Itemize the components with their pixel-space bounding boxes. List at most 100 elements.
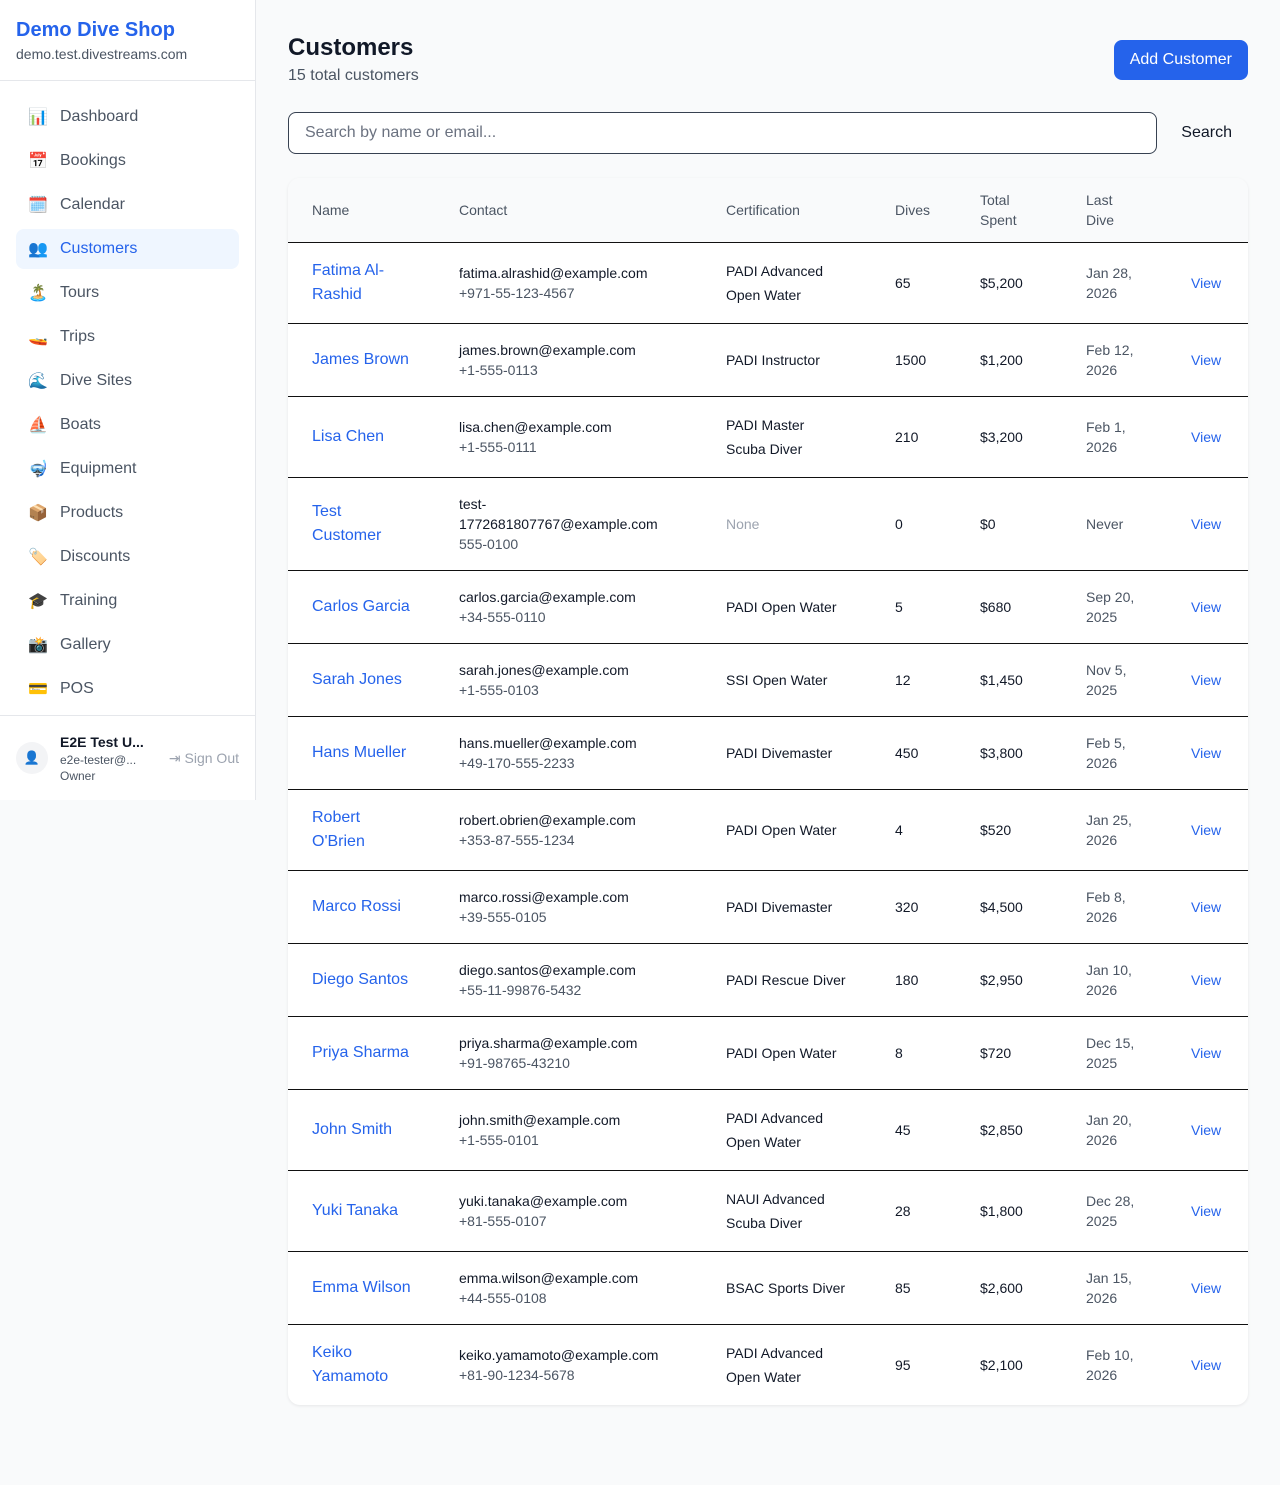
view-link[interactable]: View [1191,1280,1222,1296]
customer-name-link[interactable]: Lisa Chen [312,428,385,445]
table-row: Lisa Chen lisa.chen@example.com +1-555-01… [288,396,1248,478]
view-link[interactable]: View [1191,972,1222,988]
view-link[interactable]: View [1191,1122,1222,1138]
sidebar-item-label: Trips [60,328,95,345]
customer-email: hans.mueller@example.com [459,735,637,751]
last-dive: Jan 20, 2026 [1062,1089,1167,1171]
dashboard-icon: 📊 [28,109,48,126]
search-bar: Search [288,112,1248,154]
customer-name-link[interactable]: Yuki Tanaka [312,1202,398,1219]
customer-email: emma.wilson@example.com [459,1270,639,1286]
dives: 12 [871,643,956,717]
sidebar-item-label: Dashboard [60,108,139,125]
brand: Demo Dive Shop demo.test.divestreams.com [0,0,255,81]
certification: PADI Master Scuba Diver [702,396,871,478]
view-link[interactable]: View [1191,275,1222,291]
customer-email: test-1772681807767@example.com [459,496,658,532]
last-dive: Dec 15, 2025 [1062,1016,1167,1090]
customer-name-link[interactable]: Sarah Jones [312,671,402,688]
sidebar-item-dashboard[interactable]: 📊 Dashboard [16,97,239,137]
customer-name-link[interactable]: Priya Sharma [312,1044,409,1061]
last-dive: Nov 5, 2025 [1062,643,1167,717]
table-row: Sarah Jones sarah.jones@example.com +1-55… [288,643,1248,717]
view-link[interactable]: View [1191,429,1222,445]
sidebar-item-boats[interactable]: ⛵ Boats [16,405,239,445]
customer-phone: +91-98765-43210 [459,1055,570,1071]
view-link[interactable]: View [1191,899,1222,915]
certification: PADI Open Water [702,789,871,871]
table-row: Keiko Yamamoto keiko.yamamoto@example.co… [288,1325,1248,1406]
customer-name-link[interactable]: Emma Wilson [312,1279,411,1296]
sidebar-item-label: Boats [60,416,101,433]
certification: NAUI Advanced Scuba Diver [702,1170,871,1252]
pos-icon: 💳 [28,681,48,698]
certification: PADI Advanced Open Water [702,242,871,324]
total-spent: $3,200 [956,396,1062,478]
customer-phone: +1-555-0113 [459,362,538,378]
sidebar-item-tours[interactable]: 🏝️ Tours [16,273,239,313]
total-spent: $2,850 [956,1089,1062,1171]
sidebar-item-training[interactable]: 🎓 Training [16,581,239,621]
sidebar-item-pos[interactable]: 💳 POS [16,669,239,709]
last-dive: Feb 8, 2026 [1062,870,1167,944]
view-link[interactable]: View [1191,672,1222,688]
customer-name-link[interactable]: John Smith [312,1121,393,1138]
customer-email: robert.obrien@example.com [459,812,636,828]
customer-name-link[interactable]: Test Customer [312,503,382,544]
customer-name-link[interactable]: Hans Mueller [312,744,407,761]
sidebar-item-trips[interactable]: 🚤 Trips [16,317,239,357]
customer-name-link[interactable]: Keiko Yamamoto [312,1344,389,1385]
customer-email: sarah.jones@example.com [459,662,629,678]
customers-table-card: Name Contact Certification Dives Total Spent… [288,178,1248,1405]
column-header [1167,178,1248,243]
shop-domain: demo.test.divestreams.com [16,46,188,62]
sidebar-item-dive-sites[interactable]: 🌊 Dive Sites [16,361,239,401]
sidebar-item-customers[interactable]: 👥 Customers [16,229,239,269]
customer-name-link[interactable]: Fatima Al-Rashid [312,262,385,303]
sidebar-item-label: Products [60,504,124,521]
shop-name[interactable]: Demo Dive Shop [16,19,175,41]
view-link[interactable]: View [1191,352,1222,368]
dives: 450 [871,716,956,790]
search-button[interactable]: Search [1181,124,1232,141]
sidebar-item-gallery[interactable]: 📸 Gallery [16,625,239,665]
calendar-icon: 🗓️ [28,197,48,214]
view-link[interactable]: View [1191,516,1222,532]
last-dive: Jan 15, 2026 [1062,1251,1167,1325]
sign-out-label: Sign Out [184,749,239,766]
view-link[interactable]: View [1191,1357,1222,1373]
view-link[interactable]: View [1191,1203,1222,1219]
search-input[interactable] [288,112,1158,154]
dives: 45 [871,1089,956,1171]
sidebar-item-label: Tours [60,284,100,301]
customer-phone: +55-11-99876-5432 [459,982,582,998]
sidebar-item-calendar[interactable]: 🗓️ Calendar [16,185,239,225]
sidebar-item-bookings[interactable]: 📅 Bookings [16,141,239,181]
customer-name-link[interactable]: Carlos Garcia [312,598,410,615]
view-link[interactable]: View [1191,599,1222,615]
user-email: e2e-tester@... [60,753,137,767]
certification: BSAC Sports Diver [702,1251,871,1325]
certification: PADI Advanced Open Water [702,1089,871,1171]
customer-name-link[interactable]: James Brown [312,351,409,368]
customer-name-link[interactable]: Marco Rossi [312,898,401,915]
view-link[interactable]: View [1191,1045,1222,1061]
sidebar-item-discounts[interactable]: 🏷️ Discounts [16,537,239,577]
add-customer-button[interactable]: Add Customer [1113,40,1248,80]
customer-phone: +1-555-0111 [459,439,537,455]
customer-name-link[interactable]: Robert O'Brien [312,809,365,850]
last-dive: Jan 10, 2026 [1062,943,1167,1017]
dives: 4 [871,789,956,871]
sidebar-item-equipment[interactable]: 🤿 Equipment [16,449,239,489]
customer-email: lisa.chen@example.com [459,419,612,435]
view-link[interactable]: View [1191,745,1222,761]
total-spent: $720 [956,1016,1062,1090]
view-link[interactable]: View [1191,822,1222,838]
sign-out-button[interactable]: ⇥ Sign Out [169,750,239,767]
customer-phone: 555-0100 [459,536,519,552]
customer-name-link[interactable]: Diego Santos [312,971,409,988]
sidebar-item-products[interactable]: 📦 Products [16,493,239,533]
customer-phone: +44-555-0108 [459,1290,547,1306]
dives: 28 [871,1170,956,1252]
gallery-icon: 📸 [28,637,48,654]
